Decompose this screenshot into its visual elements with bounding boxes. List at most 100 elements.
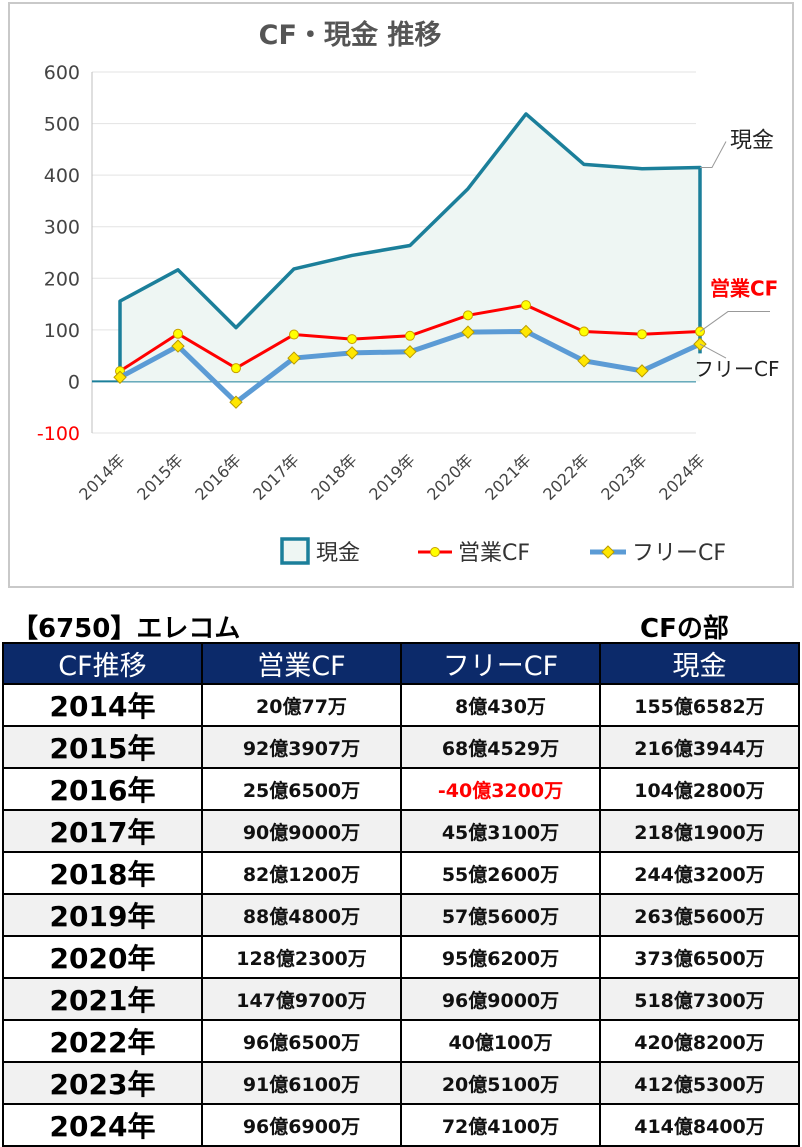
free-cf-point (461, 325, 475, 339)
table-row: 2018年 82億1200万 55億2600万 244億3200万 (2, 851, 800, 895)
x-tick-label: 2022年 (539, 450, 593, 504)
legend-free-cf-label: フリーCF (632, 541, 726, 566)
operating-cf-point (521, 300, 531, 311)
y-tick-label: -100 (37, 423, 80, 445)
cash-callout-line (700, 141, 727, 169)
operating-cf-cell: 91億6100万 (201, 1061, 402, 1105)
table-row: 2024年 96億6900万 72億4100万 414億8400万 (2, 1103, 800, 1147)
cash-cell: 518億7300万 (599, 977, 800, 1021)
operating-cf-cell: 128億2300万 (201, 935, 402, 979)
table-row: 2023年 91億6100万 20億5100万 412億5300万 (2, 1061, 800, 1105)
free-cf-point (113, 370, 127, 385)
table-header-row: CF推移 営業CF フリーCF 現金 (2, 642, 800, 685)
operating-cf-cell: 25億6500万 (201, 767, 402, 811)
table-row: 2015年 92億3907万 68億4529万 216億3944万 (2, 725, 800, 769)
cash-cell: 373億6500万 (599, 935, 800, 979)
operating-cf-callout-line (699, 311, 770, 332)
cash-cell: 412億5300万 (599, 1061, 800, 1105)
legend-operating-cf-label: 営業CF (458, 541, 530, 566)
y-tick-label: 300 (44, 217, 80, 239)
operating-cf-point (405, 330, 415, 341)
free-cf-point (287, 351, 301, 365)
x-tick-label: 2024年 (655, 450, 709, 504)
x-tick-label: 2017年 (249, 450, 303, 504)
free-cf-cell: 57億5600万 (400, 893, 601, 937)
section-title: CFの部 (640, 614, 729, 644)
free-cf-cell: 55億2600万 (400, 851, 601, 895)
free-cf-cell: -40億3200万 (400, 767, 601, 811)
operating-cf-point (463, 310, 473, 321)
year-cell: 2015年 (2, 725, 203, 769)
x-tick-label: 2015年 (133, 450, 187, 504)
cash-line (118, 112, 702, 382)
operating-cf-cell: 92億3907万 (201, 725, 402, 769)
cash-annotation: 現金 (730, 129, 774, 154)
free-cf-cell: 68億4529万 (400, 725, 601, 769)
operating-cf-point (231, 363, 241, 374)
operating-cf-cell: 88億4800万 (201, 893, 402, 937)
free-cf-point (403, 345, 417, 359)
legend-operating-cf-marker (430, 547, 440, 557)
free-cf-cell: 20億5100万 (400, 1061, 601, 1105)
chart-panel: CF・現金 推移 600 500 400 300 200 100 0 -100 2014年 2015… (8, 2, 794, 588)
free-cf-cell: 95億6200万 (400, 935, 601, 979)
table-row: 2014年 20億77万 8億430万 155億6582万 (2, 683, 800, 727)
header-operating-cf: 営業CF (201, 642, 402, 685)
free-cf-cell: 40億100万 (400, 1019, 601, 1063)
chart-title: CF・現金 推移 (259, 19, 442, 51)
table-row: 2016年 25億6500万 -40億3200万 104億2800万 (2, 767, 800, 811)
operating-cf-cell: 82億1200万 (201, 851, 402, 895)
company-name: 【6750】エレコム (12, 614, 241, 644)
year-cell: 2021年 (2, 977, 203, 1021)
free-cf-point (577, 354, 591, 368)
y-tick-label: 100 (44, 320, 80, 342)
y-tick-label: 500 (44, 114, 80, 136)
operating-cf-point (347, 334, 357, 345)
year-cell: 2020年 (2, 935, 203, 979)
cash-cell: 414億8400万 (599, 1103, 800, 1147)
year-cell: 2019年 (2, 893, 203, 937)
free-cf-point (171, 339, 185, 353)
cf-chart: CF・現金 推移 600 500 400 300 200 100 0 -100 2014年 2015… (37, 19, 780, 566)
year-cell: 2018年 (2, 851, 203, 895)
cf-table: CF推移 営業CF フリーCF 現金 2014年 20億77万 8億430万 155億… (2, 642, 800, 1147)
operating-cf-point (173, 328, 183, 339)
free-cf-cell: 72億4100万 (400, 1103, 601, 1147)
header-year: CF推移 (2, 642, 203, 685)
free-cf-annotation: フリーCF (694, 357, 779, 381)
x-tick-label: 2021年 (481, 450, 535, 504)
table-row: 2020年 128億2300万 95億6200万 373億6500万 (2, 935, 800, 979)
cash-cell: 420億8200万 (599, 1019, 800, 1063)
operating-cf-point (579, 326, 589, 337)
operating-cf-cell: 96億6900万 (201, 1103, 402, 1147)
year-cell: 2014年 (2, 683, 203, 727)
cash-cell: 244億3200万 (599, 851, 800, 895)
year-cell: 2016年 (2, 767, 203, 811)
operating-cf-cell: 20億77万 (201, 683, 402, 727)
free-cf-callout-line (699, 343, 727, 359)
operating-cf-annotation: 営業CF (710, 277, 778, 301)
cash-cell: 155億6582万 (599, 683, 800, 727)
year-cell: 2023年 (2, 1061, 203, 1105)
y-tick-label: 600 (44, 62, 80, 84)
cash-cell: 216億3944万 (599, 725, 800, 769)
operating-cf-point (289, 329, 299, 340)
x-tick-label: 2023年 (597, 450, 651, 504)
table-row: 2021年 147億9700万 96億9000万 518億7300万 (2, 977, 800, 1021)
free-cf-cell: 96億9000万 (400, 977, 601, 1021)
table-row: 2017年 90億9000万 45億3100万 218億1900万 (2, 809, 800, 853)
y-tick-label: 400 (44, 165, 80, 187)
free-cf-point (635, 364, 649, 378)
free-cf-point (229, 395, 243, 409)
free-cf-cell: 45億3100万 (400, 809, 601, 853)
cash-area-fill (120, 113, 700, 382)
cash-cell: 104億2800万 (599, 767, 800, 811)
free-cf-point (519, 324, 533, 339)
header-free-cf: フリーCF (400, 642, 601, 685)
y-tick-label: 200 (44, 268, 80, 290)
year-cell: 2024年 (2, 1103, 203, 1147)
x-tick-label: 2019年 (365, 450, 419, 504)
free-cf-cell: 8億430万 (400, 683, 601, 727)
cash-cell: 263億5600万 (599, 893, 800, 937)
operating-cf-cell: 96億6500万 (201, 1019, 402, 1063)
